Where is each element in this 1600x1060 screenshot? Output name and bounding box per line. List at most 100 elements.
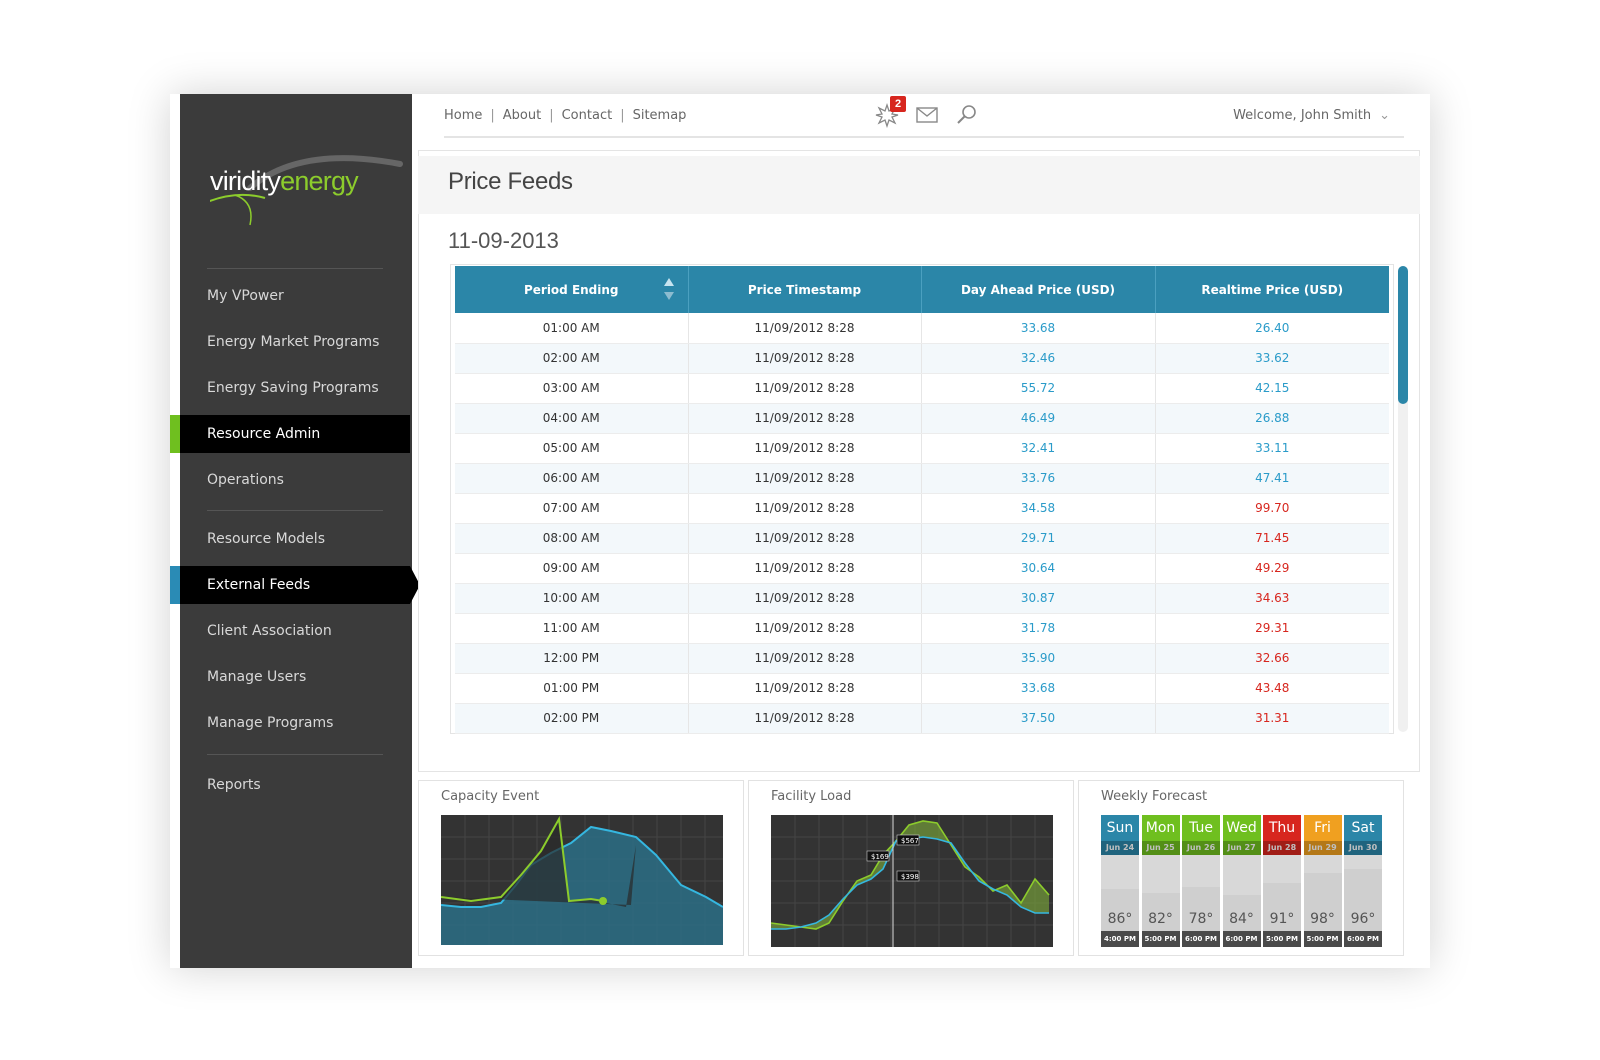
table-scrollbar[interactable] [1398,266,1408,732]
cell-period-ending: 01:00 PM [455,673,689,704]
temperature-fill [1263,883,1301,931]
nav-divider [207,754,383,755]
forecast-day[interactable]: Fri Jun 29 98° 5:00 PM [1303,815,1342,947]
forecast-day[interactable]: Sun Jun 24 86° 4:00 PM [1101,815,1139,947]
cell-period-ending: 02:00 AM [455,343,689,374]
user-menu[interactable]: Welcome, John Smith ⌄ [1233,108,1390,123]
table-row[interactable]: 05:00 AM 11/09/2012 8:28 32.41 33.11 [455,433,1389,464]
table-row[interactable]: 01:00 AM 11/09/2012 8:28 33.68 26.40 [455,313,1389,344]
top-bar: Home | About | Contact | Sitemap 2 Welcome, Jo… [444,94,1404,138]
cell-period-ending: 03:00 AM [455,373,689,404]
cell-day-ahead-price: 34.58 [921,493,1156,524]
sidebar-item-resource-models[interactable]: Resource Models [207,531,325,547]
table-row[interactable]: 12:00 PM 11/09/2012 8:28 35.90 32.66 [455,643,1389,674]
nav-link-about[interactable]: About [502,108,542,123]
forecast-day-name: Fri [1303,815,1342,841]
scrollbar-thumb[interactable] [1398,266,1408,404]
column-header-realtime-price[interactable]: Realtime Price (USD) [1155,266,1389,313]
cell-day-ahead-price: 33.68 [921,313,1156,344]
forecast-peak-time: 5:00 PM [1263,931,1301,947]
cell-price-timestamp: 11/09/2012 8:28 [688,403,922,434]
cell-day-ahead-price: 30.64 [921,553,1156,584]
cell-day-ahead-price: 55.72 [921,373,1156,404]
search-icon[interactable] [954,102,980,128]
event-shadow [441,819,636,907]
nav-link-home[interactable]: Home [444,108,483,123]
sidebar-item-energy-market-programs[interactable]: Energy Market Programs [207,334,380,350]
capacity-event-widget[interactable]: Capacity Event [418,780,744,956]
cell-price-timestamp: 11/09/2012 8:28 [688,463,922,494]
nav-link-contact[interactable]: Contact [561,108,613,123]
forecast-peak-time: 6:00 PM [1182,931,1220,947]
cell-period-ending: 06:00 AM [455,463,689,494]
cell-period-ending: 05:00 AM [455,433,689,464]
capacity-marker[interactable] [599,897,607,905]
cell-realtime-price: 43.48 [1155,673,1389,704]
sidebar-item-reports[interactable]: Reports [207,777,261,793]
temperature-fill [1182,887,1220,931]
forecast-peak-time: 6:00 PM [1222,931,1261,947]
sidebar-item-my-vpower[interactable]: My VPower [207,288,284,304]
nav-divider [207,268,383,269]
cell-day-ahead-price: 32.41 [921,433,1156,464]
forecast-day[interactable]: Sat Jun 30 96° 6:00 PM [1344,815,1382,947]
sidebar-item-client-association[interactable]: Client Association [207,623,332,639]
table-row[interactable]: 02:00 AM 11/09/2012 8:28 32.46 33.62 [455,343,1389,374]
brand-word-energy: energy [280,166,359,196]
table-row[interactable]: 06:00 AM 11/09/2012 8:28 33.76 47.41 [455,463,1389,494]
cell-realtime-price: 99.70 [1155,493,1389,524]
cell-price-timestamp: 11/09/2012 8:28 [688,313,922,344]
table-row[interactable]: 04:00 AM 11/09/2012 8:28 46.49 26.88 [455,403,1389,434]
column-header-day-ahead-price[interactable]: Day Ahead Price (USD) [921,266,1156,313]
sidebar-item-manage-programs[interactable]: Manage Programs [207,715,334,731]
forecast-peak-time: 5:00 PM [1303,931,1342,947]
forecast-day[interactable]: Thu Jun 28 91° 5:00 PM [1263,815,1301,947]
table-row[interactable]: 11:00 AM 11/09/2012 8:28 31.78 29.31 [455,613,1389,644]
brand-logo[interactable]: viridityenergy [210,150,410,230]
forecast-peak-time: 4:00 PM [1101,931,1139,947]
temperature-fill [1101,889,1139,931]
forecast-day-name: Mon [1141,815,1180,841]
sidebar-item-manage-users[interactable]: Manage Users [207,669,307,685]
table-row[interactable]: 07:00 AM 11/09/2012 8:28 34.58 99.70 [455,493,1389,524]
column-header-period-ending[interactable]: Period Ending [455,266,689,313]
sort-icon[interactable] [663,278,674,302]
load-line [441,825,723,908]
column-header-price-timestamp[interactable]: Price Timestamp [688,266,922,313]
table-row[interactable]: 09:00 AM 11/09/2012 8:28 30.64 49.29 [455,553,1389,584]
sidebar-item-operations[interactable]: Operations [207,472,284,488]
forecast-day-date: Jun 24 [1101,841,1139,855]
table-row[interactable]: 01:00 PM 11/09/2012 8:28 33.68 43.48 [455,673,1389,704]
forecast-temp: 98° [1310,911,1335,927]
cell-day-ahead-price: 35.90 [921,643,1156,674]
callouts: $169 $567 $398 [866,834,920,882]
nav-link-sitemap[interactable]: Sitemap [632,108,687,123]
table-row[interactable]: 08:00 AM 11/09/2012 8:28 29.71 71.45 [455,523,1389,554]
widget-title: Capacity Event [441,789,540,804]
callout-low: $169 [871,853,889,861]
table-row[interactable]: 10:00 AM 11/09/2012 8:28 30.87 34.63 [455,583,1389,614]
facility-load-widget[interactable]: Facility Load $169 $567 $398 [748,780,1074,956]
sidebar-item-resource-admin[interactable]: Resource Admin [170,415,410,453]
weekly-forecast-widget[interactable]: Weekly Forecast Sun Jun 24 86° 4:00 PM Mon Ju… [1078,780,1404,956]
sidebar-item-external-feeds[interactable]: External Feeds [170,566,420,604]
notification-burst-icon[interactable]: 2 [874,96,906,129]
forecast-day[interactable]: Tue Jun 26 78° 6:00 PM [1182,815,1220,947]
mail-icon[interactable] [914,102,940,128]
table-body: 01:00 AM 11/09/2012 8:28 33.68 26.40 02:00 A… [455,313,1389,734]
cell-price-timestamp: 11/09/2012 8:28 [688,643,922,674]
forecast-day[interactable]: Wed Jun 27 84° 6:00 PM [1222,815,1261,947]
forecast-day-name: Sun [1101,815,1139,841]
toolbar-icons: 2 [874,96,1004,132]
forecast-day[interactable]: Mon Jun 25 82° 5:00 PM [1141,815,1180,947]
cell-price-timestamp: 11/09/2012 8:28 [688,583,922,614]
sidebar-item-energy-saving-programs[interactable]: Energy Saving Programs [207,380,379,396]
welcome-text: Welcome, John Smith [1233,108,1372,123]
table-row[interactable]: 03:00 AM 11/09/2012 8:28 55.72 42.15 [455,373,1389,404]
cell-day-ahead-price: 33.76 [921,463,1156,494]
table-row[interactable]: 02:00 PM 11/09/2012 8:28 37.50 31.31 [455,703,1389,734]
search-glyph [957,105,976,124]
cell-realtime-price: 33.11 [1155,433,1389,464]
callout-mid: $398 [901,873,919,881]
load-area [441,827,723,945]
